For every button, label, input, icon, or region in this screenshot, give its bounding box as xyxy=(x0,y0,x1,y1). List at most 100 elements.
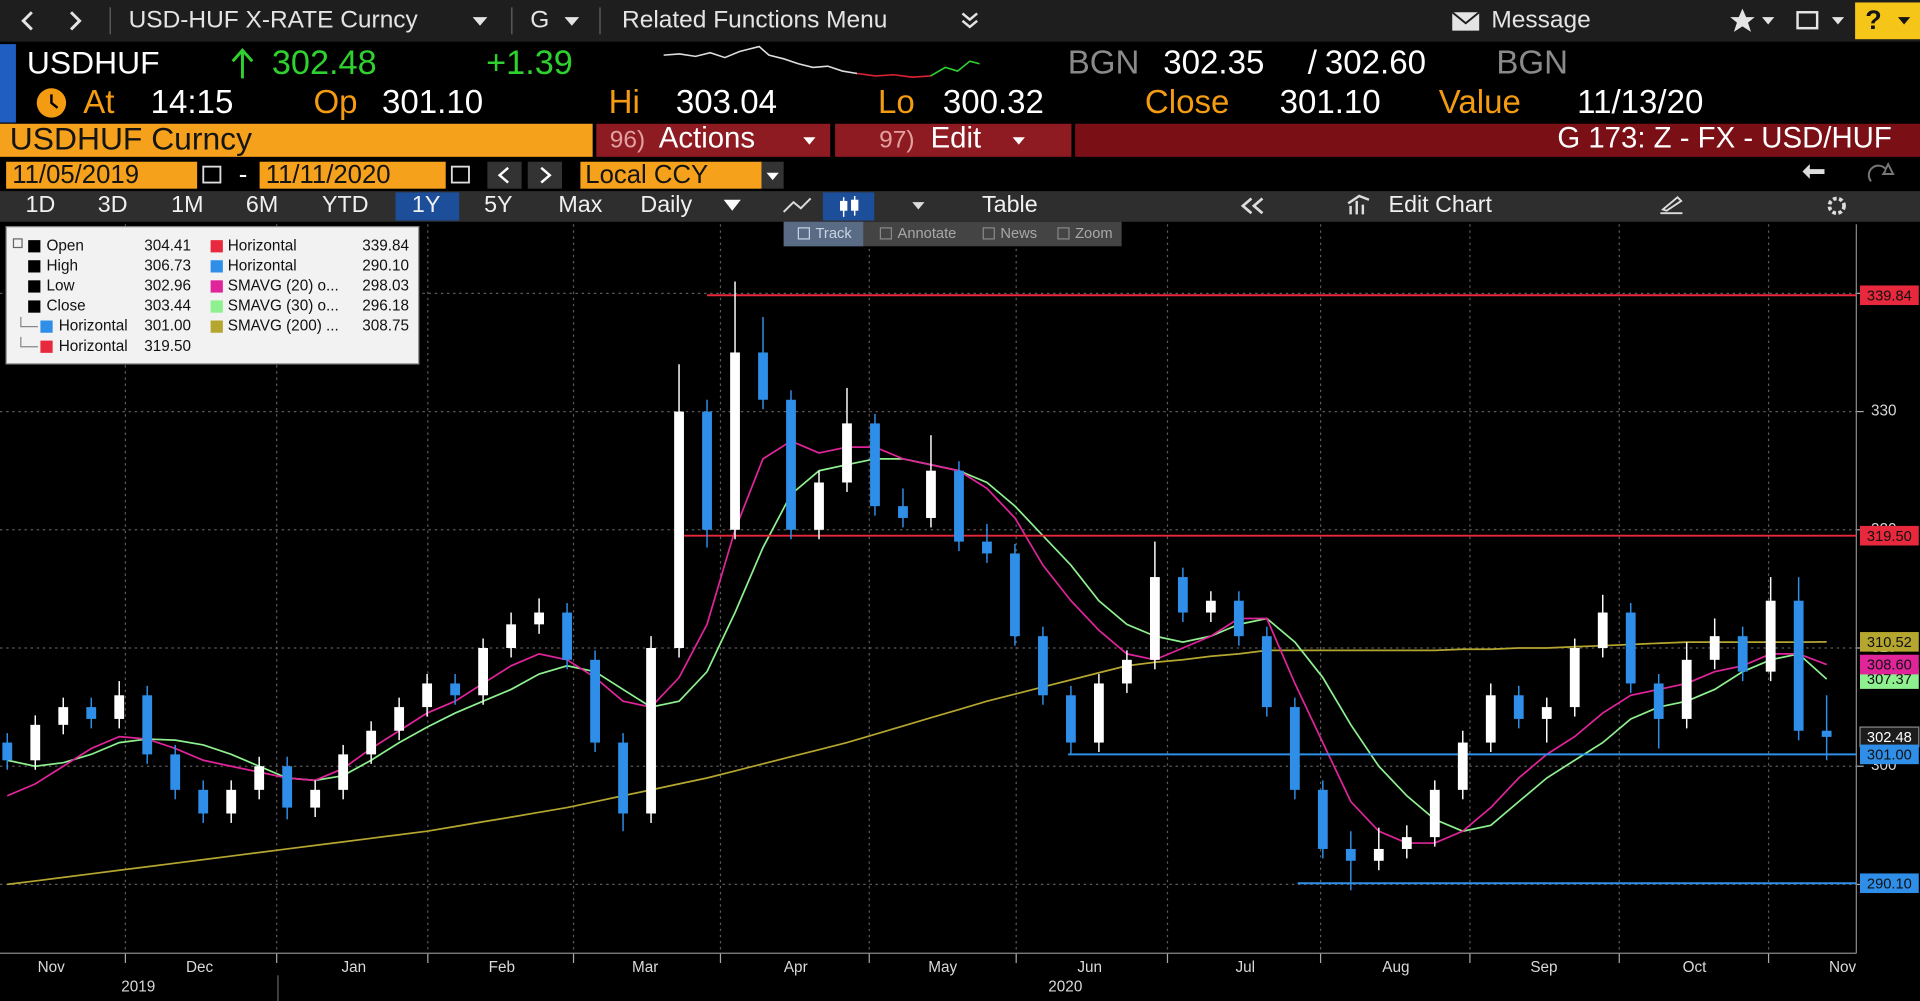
start-date-field[interactable] xyxy=(6,161,198,189)
legend-swatch xyxy=(28,300,41,313)
dropdown-arrow[interactable] xyxy=(803,137,816,145)
edit-button[interactable] xyxy=(835,123,1072,157)
legend-value: 301.00 xyxy=(144,318,191,335)
candle-body xyxy=(590,659,600,743)
candle-body xyxy=(1485,695,1496,743)
actions-label[interactable]: Actions xyxy=(659,121,755,154)
dropdown-arrow[interactable] xyxy=(912,202,925,210)
related-functions[interactable]: Related Functions Menu xyxy=(622,6,887,33)
edit-chart-button[interactable]: Edit Chart xyxy=(1389,191,1493,217)
edit-label[interactable]: Edit xyxy=(931,121,982,154)
at-label: At xyxy=(83,84,114,121)
sparkline xyxy=(663,45,858,75)
tool-icon[interactable] xyxy=(1057,227,1070,240)
candle-icon[interactable] xyxy=(851,199,859,211)
dropdown-arrow[interactable] xyxy=(1897,17,1911,25)
candle-icon[interactable] xyxy=(840,200,848,211)
redo-icon[interactable] xyxy=(1867,161,1895,182)
dropdown-arrow[interactable] xyxy=(564,17,580,26)
legend-name: Horizontal xyxy=(228,237,297,254)
range-tab[interactable]: 3D xyxy=(98,191,128,217)
next-button[interactable] xyxy=(527,161,563,189)
range-tab[interactable]: Max xyxy=(558,191,602,217)
range-tab[interactable]: 1M xyxy=(171,191,203,217)
prev-icon[interactable] xyxy=(497,166,509,184)
candle-chart-button[interactable] xyxy=(822,192,875,221)
prev-button[interactable] xyxy=(487,161,522,189)
range-tab[interactable]: 5Y xyxy=(484,191,512,217)
collapse-icon[interactable] xyxy=(1240,197,1264,215)
g-menu[interactable]: G xyxy=(530,6,549,33)
legend-collapse[interactable] xyxy=(12,238,23,249)
open: 301.10 xyxy=(382,84,483,121)
dropdown-arrow[interactable] xyxy=(766,172,779,181)
tool-icon[interactable] xyxy=(982,227,995,240)
tool-icon[interactable] xyxy=(879,227,893,240)
chart-tool[interactable]: Zoom xyxy=(1075,226,1113,242)
table-button[interactable]: Table xyxy=(982,191,1038,217)
calendar-icon[interactable] xyxy=(450,165,470,184)
candle-body xyxy=(674,411,684,648)
security-bar[interactable] xyxy=(0,123,593,157)
legend-value: 306.73 xyxy=(144,257,191,274)
tool-icon[interactable] xyxy=(797,227,810,240)
legend-swatch xyxy=(40,340,53,353)
legend-swatch xyxy=(28,280,41,293)
message-button[interactable]: Message xyxy=(1491,6,1590,33)
forward-button[interactable] xyxy=(69,11,82,31)
expand-icon[interactable] xyxy=(961,12,978,29)
value-date: 11/13/20 xyxy=(1577,84,1703,121)
actions-button[interactable] xyxy=(596,123,831,157)
candle-body xyxy=(1233,600,1244,637)
candle-body xyxy=(1709,636,1720,660)
settings-icon[interactable] xyxy=(1827,196,1846,216)
candle-body xyxy=(730,352,740,530)
period-select[interactable]: Daily xyxy=(640,191,692,217)
x-tick-label: Oct xyxy=(1683,959,1708,976)
help-button[interactable] xyxy=(1855,2,1920,40)
end-date[interactable]: 11/11/2020 xyxy=(266,161,391,189)
dropdown-arrow[interactable] xyxy=(472,17,488,26)
dropdown-arrow[interactable] xyxy=(1762,17,1775,25)
range-tab[interactable]: 1Y xyxy=(412,191,440,217)
candle-body xyxy=(1765,600,1776,672)
legend-swatch xyxy=(210,260,223,273)
start-date[interactable]: 11/05/2019 xyxy=(12,161,139,189)
axis-tag-label: 302.48 xyxy=(1867,730,1912,746)
legend-value: 290.10 xyxy=(362,257,409,274)
favorite-icon[interactable] xyxy=(1730,8,1755,32)
axis-tag-label: 308.60 xyxy=(1867,658,1912,674)
next-icon[interactable] xyxy=(540,166,552,184)
draw-icon[interactable] xyxy=(1660,196,1683,215)
chart-tool[interactable]: News xyxy=(1000,226,1037,242)
end-date-field[interactable] xyxy=(259,161,446,189)
dropdown-arrow[interactable] xyxy=(1831,17,1845,25)
security-field[interactable]: USD-HUF X-RATE Curncy xyxy=(129,6,419,33)
back-button[interactable] xyxy=(21,11,33,31)
line-chart-icon[interactable] xyxy=(782,197,812,213)
actions-number[interactable]: 96) xyxy=(610,126,645,153)
security-name[interactable]: USDHUF Curncy xyxy=(10,120,252,156)
range-tab[interactable]: 1D xyxy=(26,191,56,217)
edit-chart-icon[interactable] xyxy=(1347,194,1370,215)
chart-tool[interactable]: Track xyxy=(816,226,853,242)
axis-tag xyxy=(1860,285,1919,306)
range-tab[interactable]: 6M xyxy=(246,191,278,217)
range-tab[interactable]: YTD xyxy=(322,191,369,217)
currency[interactable]: Local CCY xyxy=(585,161,708,189)
help-label[interactable]: ? xyxy=(1865,5,1881,35)
edit-number[interactable]: 97) xyxy=(879,126,914,153)
undo-icon[interactable] xyxy=(1802,164,1825,179)
window-icon[interactable] xyxy=(1796,11,1819,30)
chart-tool[interactable]: Annotate xyxy=(898,226,957,242)
page-bar xyxy=(1075,123,1920,157)
dropdown-arrow[interactable] xyxy=(723,199,741,211)
currency-field[interactable] xyxy=(580,161,762,189)
calendar-icon[interactable] xyxy=(202,165,222,184)
source: BGN xyxy=(1068,45,1140,82)
dropdown-arrow[interactable] xyxy=(1012,137,1025,145)
legend-swatch xyxy=(210,240,223,253)
axis-tag-label: 290.10 xyxy=(1867,876,1912,892)
active-tab[interactable] xyxy=(395,192,460,221)
toolbar xyxy=(0,0,1920,42)
